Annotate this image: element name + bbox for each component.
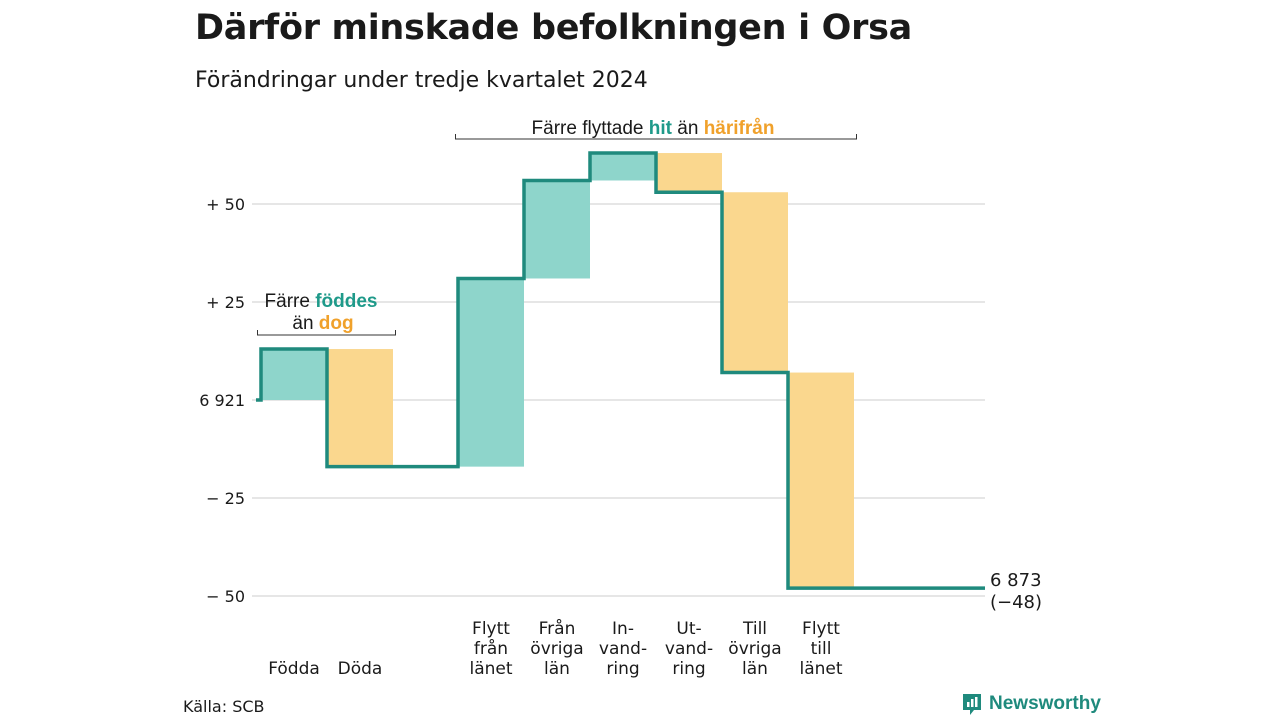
annotation-births-line2: än dog [292,313,353,334]
bar [656,153,722,193]
annotation-births-line1: Färre föddes [265,291,378,312]
y-tick-label: 6 921 [199,391,245,410]
category-label: Flytt från länet [469,619,512,679]
category-label: Från övriga län [530,618,583,679]
source-note: Källa: SCB [183,697,265,716]
category-label: In-vand-ring [599,619,647,679]
y-tick-label: + 25 [206,293,245,312]
chart-title: Därför minskade befolkningen i Orsa [195,8,912,48]
bar [458,278,524,467]
y-tick-label: − 50 [206,587,245,606]
end-value-label: 6 873 [990,570,1042,591]
brand-name: Newsworthy [989,693,1101,714]
bar [261,349,327,400]
category-label: Födda [268,659,320,679]
bar [722,192,788,373]
category-label: Döda [338,659,383,679]
bar [590,153,656,181]
y-tick-label: + 50 [206,195,245,214]
category-label: Till övriga län [728,619,781,679]
chart-subtitle: Förändringar under tredje kvartalet 2024 [195,68,648,93]
brand-logo: Newsworthy [961,692,1101,716]
bar [788,372,854,589]
newsworthy-icon [963,694,981,715]
bar [327,349,393,467]
category-label: Flytt till länet [799,619,842,679]
y-tick-label: − 25 [206,489,245,508]
bar [524,180,590,279]
annotation-migration: Färre flyttade hit än härifrån [532,118,775,139]
category-label: Ut-vand-ring [665,619,713,679]
end-change-label: (−48) [990,592,1042,613]
step-line [256,151,985,590]
